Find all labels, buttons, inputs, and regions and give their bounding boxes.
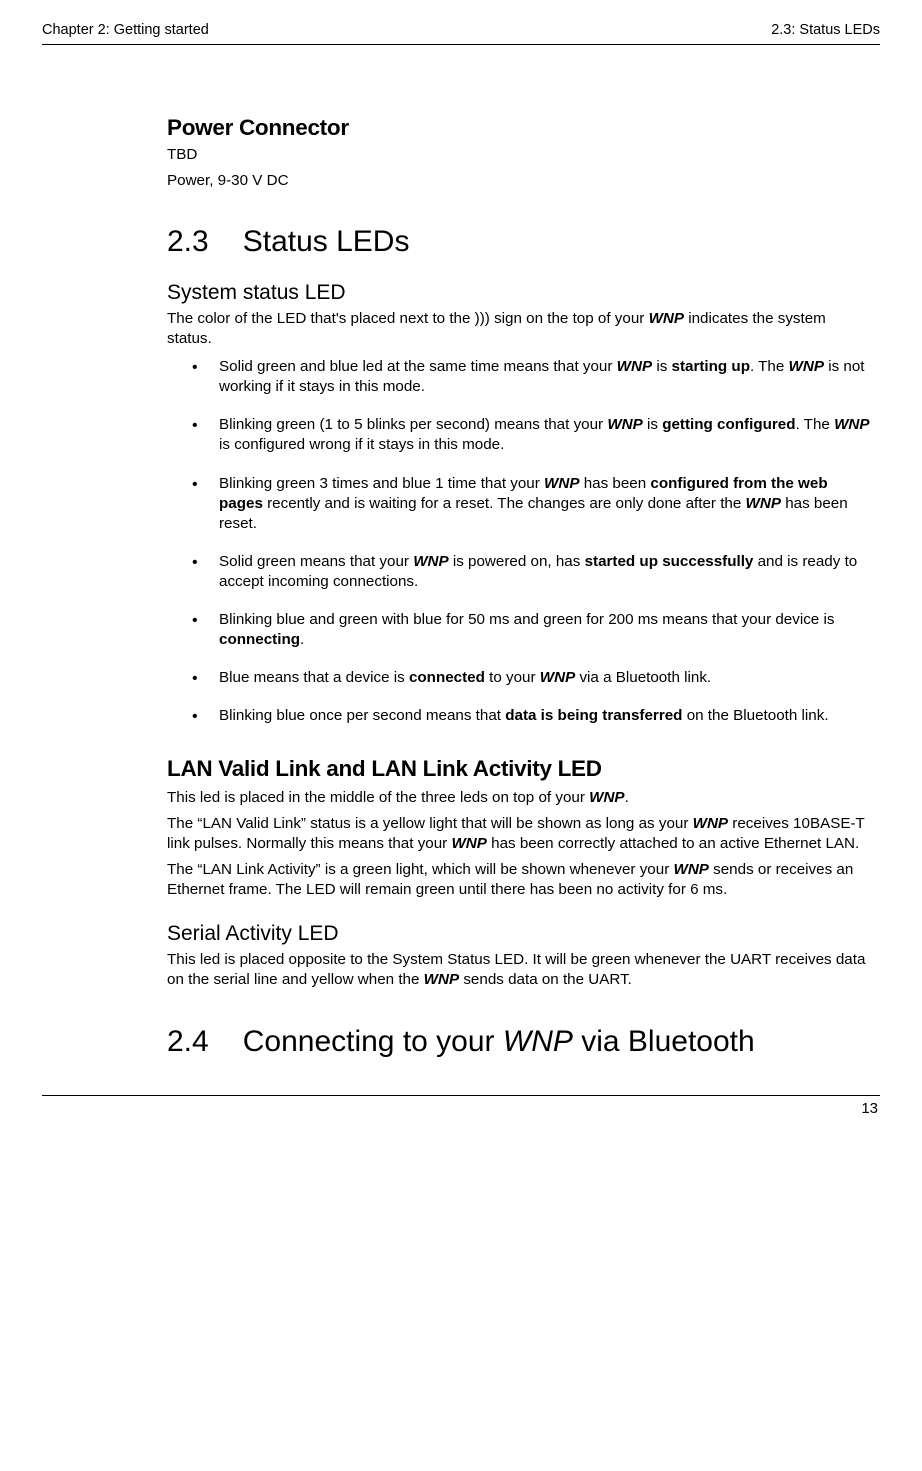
section-2-3-title: Status LEDs	[243, 225, 410, 258]
section-2-3-heading: 2.3 Status LEDs	[167, 225, 870, 259]
system-status-list: Solid green and blue led at the same tim…	[167, 357, 870, 726]
list-item: Blue means that a device is connected to…	[219, 668, 870, 688]
lan-p1: This led is placed in the middle of the …	[167, 788, 870, 808]
page-number: 13	[861, 1100, 878, 1117]
serial-led-heading: Serial Activity LED	[167, 922, 870, 946]
list-item: Solid green means that your WNP is power…	[219, 552, 870, 592]
header-left: Chapter 2: Getting started	[42, 22, 209, 38]
system-status-led-heading: System status LED	[167, 281, 870, 305]
product-name: WNP	[649, 310, 684, 327]
lan-p3: The “LAN Link Activity” is a green light…	[167, 860, 870, 900]
page-content: Power Connector TBD Power, 9-30 V DC 2.3…	[167, 115, 870, 1059]
list-item: Blinking green 3 times and blue 1 time t…	[219, 474, 870, 534]
section-2-4-title-b: via Bluetooth	[573, 1025, 755, 1058]
power-connector-line2: Power, 9-30 V DC	[167, 171, 870, 191]
page-footer: 13	[42, 1095, 880, 1117]
list-item: Solid green and blue led at the same tim…	[219, 357, 870, 397]
power-connector-line1: TBD	[167, 145, 870, 165]
section-2-4-product: WNP	[503, 1025, 573, 1058]
lan-led-heading: LAN Valid Link and LAN Link Activity LED	[167, 756, 870, 782]
section-2-3-number: 2.3	[167, 225, 209, 259]
list-item: Blinking green (1 to 5 blinks per second…	[219, 415, 870, 455]
section-2-4-title-a: Connecting to your	[243, 1025, 503, 1058]
list-item: Blinking blue and green with blue for 50…	[219, 610, 870, 650]
system-status-intro: The color of the LED that's placed next …	[167, 309, 870, 349]
serial-p: This led is placed opposite to the Syste…	[167, 950, 870, 990]
section-2-4-heading: 2.4 Connecting to your WNP via Bluetooth	[167, 1025, 870, 1059]
header-right: 2.3: Status LEDs	[771, 22, 880, 38]
lan-p2: The “LAN Valid Link” status is a yellow …	[167, 814, 870, 854]
page-header: Chapter 2: Getting started 2.3: Status L…	[42, 22, 880, 45]
document-page: Chapter 2: Getting started 2.3: Status L…	[0, 0, 922, 1137]
power-connector-heading: Power Connector	[167, 115, 870, 141]
section-2-4-number: 2.4	[167, 1025, 209, 1059]
list-item: Blinking blue once per second means that…	[219, 706, 870, 726]
